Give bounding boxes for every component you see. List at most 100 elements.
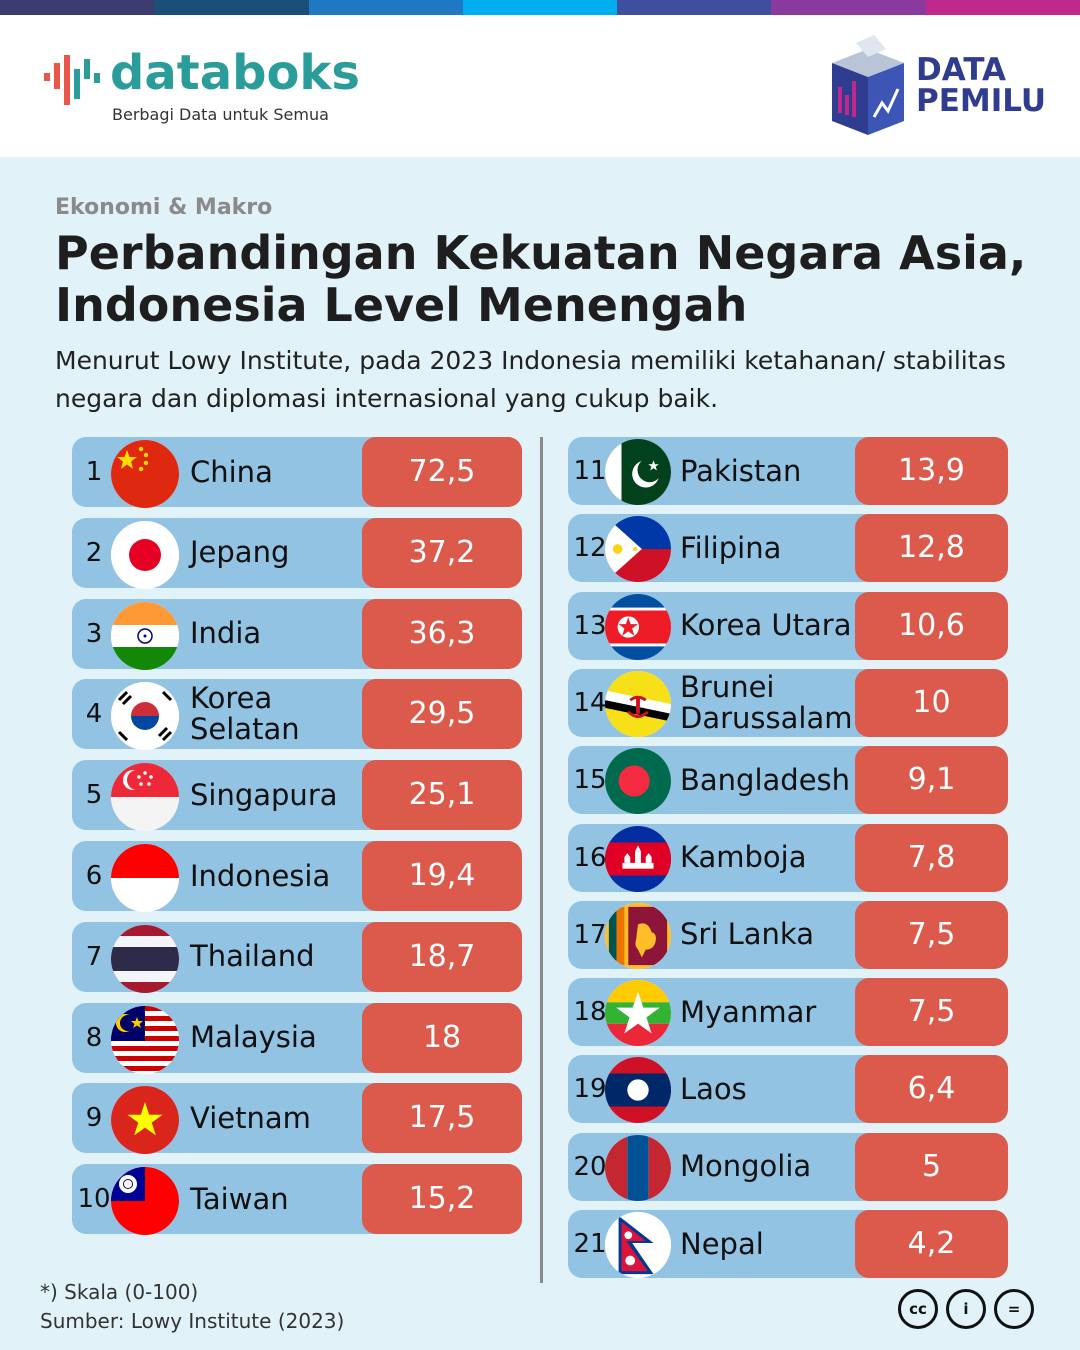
country-name: India [190,616,262,651]
mongolia-flag-icon [605,1134,671,1201]
country-name: Sri Lanka [680,917,814,952]
color-segment [154,0,309,15]
rank-number: 5 [85,780,103,811]
myanmar-flag-icon [605,980,671,1047]
table-row: 16 Kamboja 7,8 [568,823,1008,892]
rank-number: 6 [85,861,103,891]
japan-flag-icon [111,520,179,589]
score-value: 13,9 [855,437,1008,505]
table-row: 19 Laos 6,4 [568,1055,1008,1124]
color-segment [0,0,155,15]
score-value: 15,2 [362,1164,522,1235]
indonesia-flag-icon [111,844,179,912]
table-row: 2 Jepang 37,2 [72,517,522,589]
table-row: 6 Indonesia 19,4 [72,841,522,912]
score-value: 10 [855,668,1008,737]
taiwan-flag-icon [111,1167,179,1236]
country-name: Laos [680,1071,747,1106]
table-row: 8 Malaysia 18 [72,1002,522,1074]
page-title: Perbandingan Kekuatan Negara Asia, Indon… [55,226,1027,332]
country-name: Vietnam [190,1100,311,1135]
databoks-logo[interactable]: databoks Berbagi Data untuk Semua [40,45,360,145]
country-name: Jepang [190,535,290,570]
country-name: Pakistan [680,453,802,488]
score-value: 7,8 [855,823,1008,892]
pemilu-line-2: PEMILU [916,83,1047,119]
table-row: 10 Taiwan 15,2 [72,1164,522,1236]
country-name: Malaysia [190,1020,317,1055]
table-row: 18 Myanmar 7,5 [568,978,1008,1047]
attribution-icon: i [946,1289,986,1329]
country-name: Kamboja [680,840,807,874]
rank-number: 3 [85,618,103,649]
score-value: 18 [362,1002,522,1073]
table-row: 9 Vietnam 17,5 [72,1083,522,1155]
rank-number: 19 [573,1074,607,1105]
color-segment [462,0,618,15]
rank-number: 15 [573,765,607,796]
rank-number: 8 [85,1022,103,1053]
country-name: Mongolia [680,1149,812,1184]
rank-number: 2 [85,537,103,568]
country-name: China [190,454,273,489]
score-value: 10,6 [855,591,1008,660]
rank-number: 14 [573,687,607,718]
brand-tagline: Berbagi Data untuk Semua [112,105,329,124]
rank-number: 16 [573,842,607,873]
rank-number: 20 [573,1151,607,1182]
country-name: Filipina [680,530,782,565]
table-row: 13 Korea Utara 10,6 [568,591,1008,660]
rank-number: 13 [573,610,607,641]
table-row: 14 Brunei Darussalam 10 [568,668,1008,737]
country-name: Thailand [190,939,315,974]
table-row: 17 Sri Lanka 7,5 [568,900,1008,969]
score-value: 72,5 [362,437,522,507]
vietnam-flag-icon [111,1086,179,1155]
score-value: 9,1 [855,746,1008,815]
rank-number: 11 [573,456,607,486]
singapore-flag-icon [111,763,179,832]
country-name: Brunei Darussalam [680,669,853,735]
table-row: 20 Mongolia 5 [568,1132,1008,1201]
rank-number: 21 [573,1229,607,1259]
philippines-flag-icon [605,516,671,583]
country-name: Taiwan [190,1181,289,1216]
color-segment [771,0,926,15]
data-pemilu-logo[interactable]: DATA PEMILU [826,35,1046,145]
databoks-logo-icon [44,55,100,105]
rank-number: 12 [573,533,607,564]
south-korea-flag-icon [111,682,179,751]
country-name: Indonesia [190,858,331,893]
score-value: 25,1 [362,760,522,831]
table-row: 4 Korea Selatan 29,5 [72,679,522,751]
bangladesh-flag-icon [605,748,671,815]
score-value: 7,5 [855,900,1008,969]
color-segment [617,0,772,15]
score-value: 12,8 [855,514,1008,583]
rank-number: 18 [573,997,607,1028]
india-flag-icon [111,601,179,670]
top-color-bar [0,0,1080,15]
china-flag-icon [111,440,179,508]
score-value: 4,2 [855,1210,1008,1278]
footnote: *) Skala (0-100) Sumber: Lowy Institute … [40,1278,344,1336]
brunei-flag-icon [605,670,671,737]
thailand-flag-icon [111,924,179,993]
cambodia-flag-icon [605,825,671,892]
score-value: 37,2 [362,517,522,588]
score-value: 7,5 [855,978,1008,1047]
pemilu-line-1: DATA [916,52,1007,88]
rank-number: 17 [573,919,607,950]
category-label: Ekonomi & Makro [55,195,273,220]
table-row: 7 Thailand 18,7 [72,921,522,993]
score-value: 19,4 [362,841,522,911]
rank-number: 9 [85,1103,103,1134]
nepal-flag-icon [605,1212,671,1278]
score-value: 6,4 [855,1055,1008,1124]
content-area: Ekonomi & Makro Perbandingan Kekuatan Ne… [0,157,1080,1350]
country-name: Korea Utara [680,608,852,643]
license-badges[interactable]: cc i = [898,1289,1038,1331]
country-name: Nepal [680,1226,764,1261]
rank-number: 7 [85,941,103,972]
source-note: Sumber: Lowy Institute (2023) [40,1309,345,1333]
